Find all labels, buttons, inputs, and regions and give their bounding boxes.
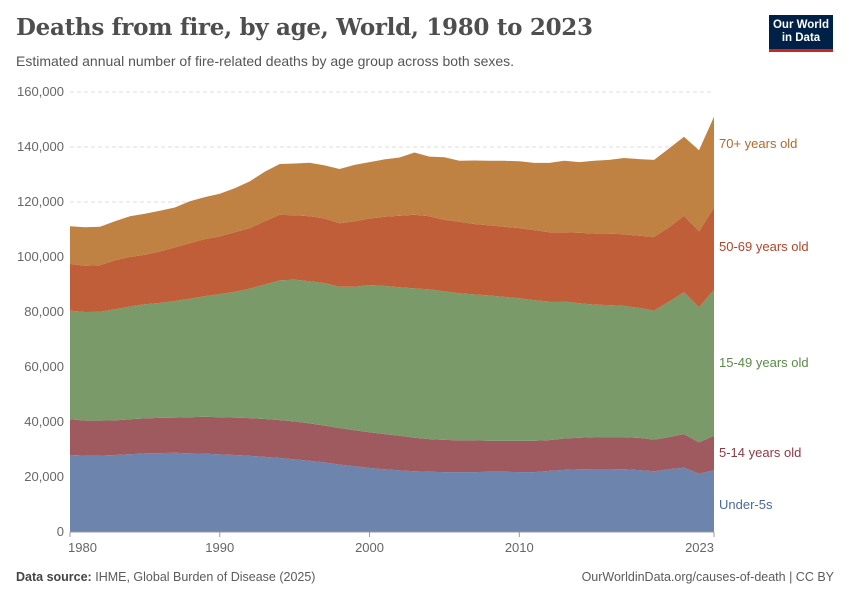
x-tick-label: 2023 [685,540,714,555]
y-tick-label: 40,000 [24,414,64,429]
x-tick-label: 2000 [355,540,384,555]
data-source: Data source: IHME, Global Burden of Dise… [16,570,315,584]
y-tick-label: 60,000 [24,359,64,374]
y-tick-label: 80,000 [24,304,64,319]
x-tick-label: 1990 [205,540,234,555]
chart-subtitle: Estimated annual number of fire-related … [16,53,515,69]
y-tick-label: 120,000 [17,194,64,209]
area-under-5s[interactable] [70,452,714,532]
source-text: IHME, Global Burden of Disease (2025) [95,570,316,584]
logo-text: Our World in Data [772,19,829,44]
series-label: Under-5s [719,497,773,512]
y-tick-label: 100,000 [17,249,64,264]
series-label: 5-14 years old [719,445,801,460]
chart-title: Deaths from fire, by age, World, 1980 to… [16,14,593,41]
series-label: 15-49 years old [719,355,809,370]
source-label: Data source: [16,570,92,584]
y-tick-label: 160,000 [17,84,64,99]
x-tick-label: 1980 [68,540,97,555]
y-tick-label: 20,000 [24,469,64,484]
footer-link[interactable]: OurWorldinData.org/causes-of-death | CC … [581,570,834,584]
x-tick-label: 2010 [505,540,534,555]
area-50-69-years-old[interactable] [70,207,714,313]
area-15-49-years-old[interactable] [70,279,714,443]
owid-logo[interactable]: Our World in Data [769,15,833,52]
y-tick-label: 140,000 [17,139,64,154]
area-70-years-old[interactable] [70,116,714,266]
series-label: 70+ years old [719,136,797,151]
y-tick-label: 0 [57,524,64,539]
series-label: 50-69 years old [719,239,809,254]
area-5-14-years-old[interactable] [70,416,714,474]
